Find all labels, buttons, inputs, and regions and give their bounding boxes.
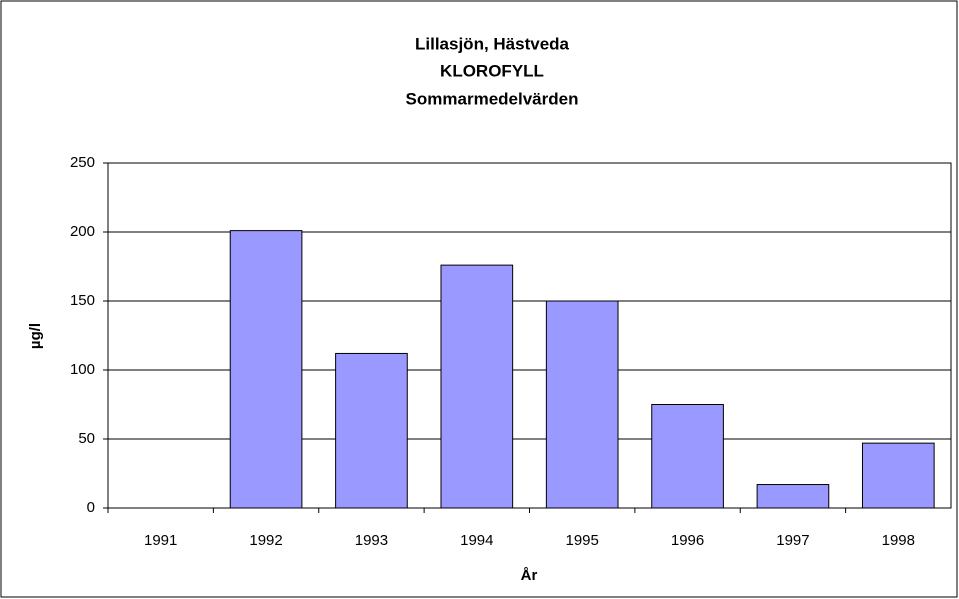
y-tick-label: 150 <box>70 292 95 309</box>
y-tick-label: 250 <box>70 154 95 171</box>
y-tick-label: 50 <box>78 430 95 447</box>
x-tick-label: 1997 <box>776 532 809 549</box>
x-tick-label: 1991 <box>144 532 177 549</box>
x-axis-label: År <box>521 567 538 584</box>
y-tick-label: 0 <box>87 499 95 516</box>
bar <box>756 484 830 509</box>
y-tick-label: 100 <box>70 361 95 378</box>
x-tick-label: 1993 <box>355 532 388 549</box>
x-tick-label: 1998 <box>882 532 915 549</box>
bar <box>545 300 619 509</box>
x-tick-label: 1994 <box>460 532 493 549</box>
x-tick-label: 1996 <box>671 532 704 549</box>
chart-title: Sommarmedelvärden <box>406 89 579 108</box>
x-tick-label: 1995 <box>566 532 599 549</box>
y-axis-label: µg/l <box>27 323 44 349</box>
chart-title: Lillasjön, Hästveda <box>415 34 570 53</box>
bar <box>335 352 408 509</box>
x-tick-label: 1992 <box>249 532 282 549</box>
chart-title: KLOROFYLL <box>440 61 544 80</box>
y-tick-label: 200 <box>70 223 95 240</box>
bar <box>229 230 303 509</box>
bar <box>861 442 935 509</box>
bar <box>440 264 514 509</box>
bar <box>651 404 724 509</box>
